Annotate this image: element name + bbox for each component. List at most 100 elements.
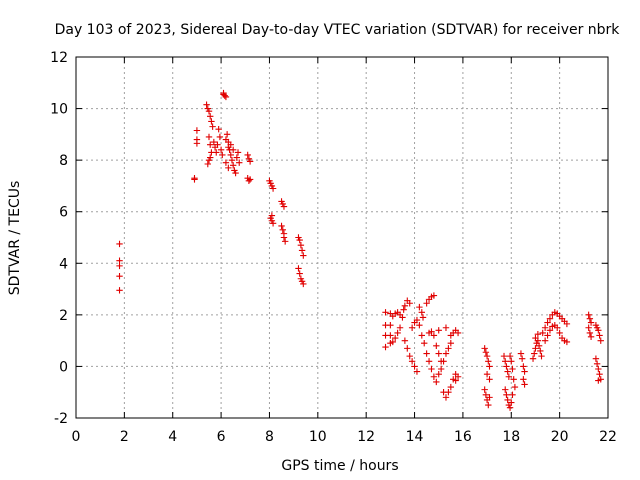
data-point <box>445 389 452 396</box>
data-point <box>416 303 423 311</box>
data-point <box>228 156 236 164</box>
data-point <box>538 352 545 360</box>
data-point <box>517 350 525 357</box>
x-tick-label: 6 <box>217 429 226 445</box>
data-point <box>296 270 303 277</box>
data-point <box>300 252 307 259</box>
data-point <box>508 358 515 365</box>
data-point <box>586 315 594 322</box>
data-point <box>500 352 508 360</box>
data-point <box>400 306 407 313</box>
data-point <box>216 133 224 141</box>
data-point <box>481 386 488 393</box>
data-point <box>433 378 440 386</box>
data-point <box>208 118 215 125</box>
data-point <box>387 321 394 329</box>
x-tick-label: 16 <box>454 429 472 445</box>
data-point <box>442 394 450 401</box>
data-point <box>430 373 438 380</box>
data-point <box>234 149 242 156</box>
data-point <box>225 164 232 172</box>
data-point <box>408 324 416 331</box>
data-point <box>229 162 237 169</box>
data-point <box>509 365 516 373</box>
y-tick-label: 4 <box>59 256 68 272</box>
data-point <box>246 158 254 165</box>
data-point <box>486 363 493 370</box>
data-point <box>520 376 527 383</box>
data-point <box>486 376 493 383</box>
data-point <box>207 154 214 161</box>
data-point <box>539 329 546 337</box>
data-point <box>442 324 450 331</box>
data-point <box>556 329 563 337</box>
data-point <box>300 280 307 288</box>
data-point <box>428 365 435 373</box>
data-point <box>232 169 239 177</box>
data-point <box>207 113 214 120</box>
x-tick-label: 18 <box>502 429 520 445</box>
data-point <box>217 146 225 154</box>
data-point <box>535 342 543 349</box>
data-point <box>269 220 277 227</box>
data-point <box>205 107 213 115</box>
data-point <box>508 399 515 406</box>
data-point <box>207 141 214 148</box>
data-point <box>541 337 549 344</box>
data-point <box>246 176 254 183</box>
data-point <box>281 238 289 245</box>
data-point <box>392 334 399 342</box>
data-point <box>214 141 221 148</box>
data-point <box>382 343 389 351</box>
x-tick-label: 4 <box>168 429 177 445</box>
data-point <box>430 292 438 299</box>
chart-title: Day 103 of 2023, Sidereal Day-to-day VTE… <box>55 22 621 38</box>
data-point <box>511 383 519 391</box>
data-point <box>394 329 401 337</box>
data-point <box>482 391 490 398</box>
data-point <box>481 345 488 352</box>
data-point <box>437 365 445 373</box>
data-point <box>227 151 234 159</box>
data-point <box>596 332 603 339</box>
y-tick-label: -2 <box>54 411 68 427</box>
data-point <box>229 146 237 154</box>
y-tick-label: 0 <box>59 359 68 375</box>
data-point <box>203 101 210 108</box>
data-point <box>537 347 544 355</box>
data-point <box>520 363 527 370</box>
plot-frame <box>75 56 609 419</box>
data-point <box>205 133 213 141</box>
data-point <box>295 265 302 272</box>
data-point <box>215 126 222 133</box>
data-point <box>595 377 602 384</box>
data-point <box>502 386 509 393</box>
data-point <box>452 377 459 384</box>
data-point <box>532 345 539 352</box>
data-point <box>529 355 537 362</box>
x-tick-label: 8 <box>265 429 274 445</box>
data-point <box>485 358 492 365</box>
data-point <box>521 381 528 388</box>
y-tick-label: 8 <box>59 153 68 169</box>
data-point <box>505 373 513 380</box>
data-point <box>421 340 428 347</box>
y-tick-label: 6 <box>59 205 68 221</box>
data-point <box>585 324 592 331</box>
data-point <box>435 350 442 357</box>
data-point <box>554 324 561 331</box>
data-point <box>423 300 430 307</box>
data-point <box>531 350 538 357</box>
x-tick-label: 14 <box>406 429 424 445</box>
data-point <box>504 368 511 375</box>
data-point <box>483 370 491 378</box>
data-point <box>433 342 440 349</box>
data-point <box>209 123 216 130</box>
data-point <box>296 236 303 244</box>
data-point <box>423 350 430 357</box>
data-point <box>406 352 413 360</box>
data-point <box>544 332 551 339</box>
data-point <box>435 327 442 334</box>
data-points <box>116 89 604 411</box>
data-point <box>454 373 462 380</box>
